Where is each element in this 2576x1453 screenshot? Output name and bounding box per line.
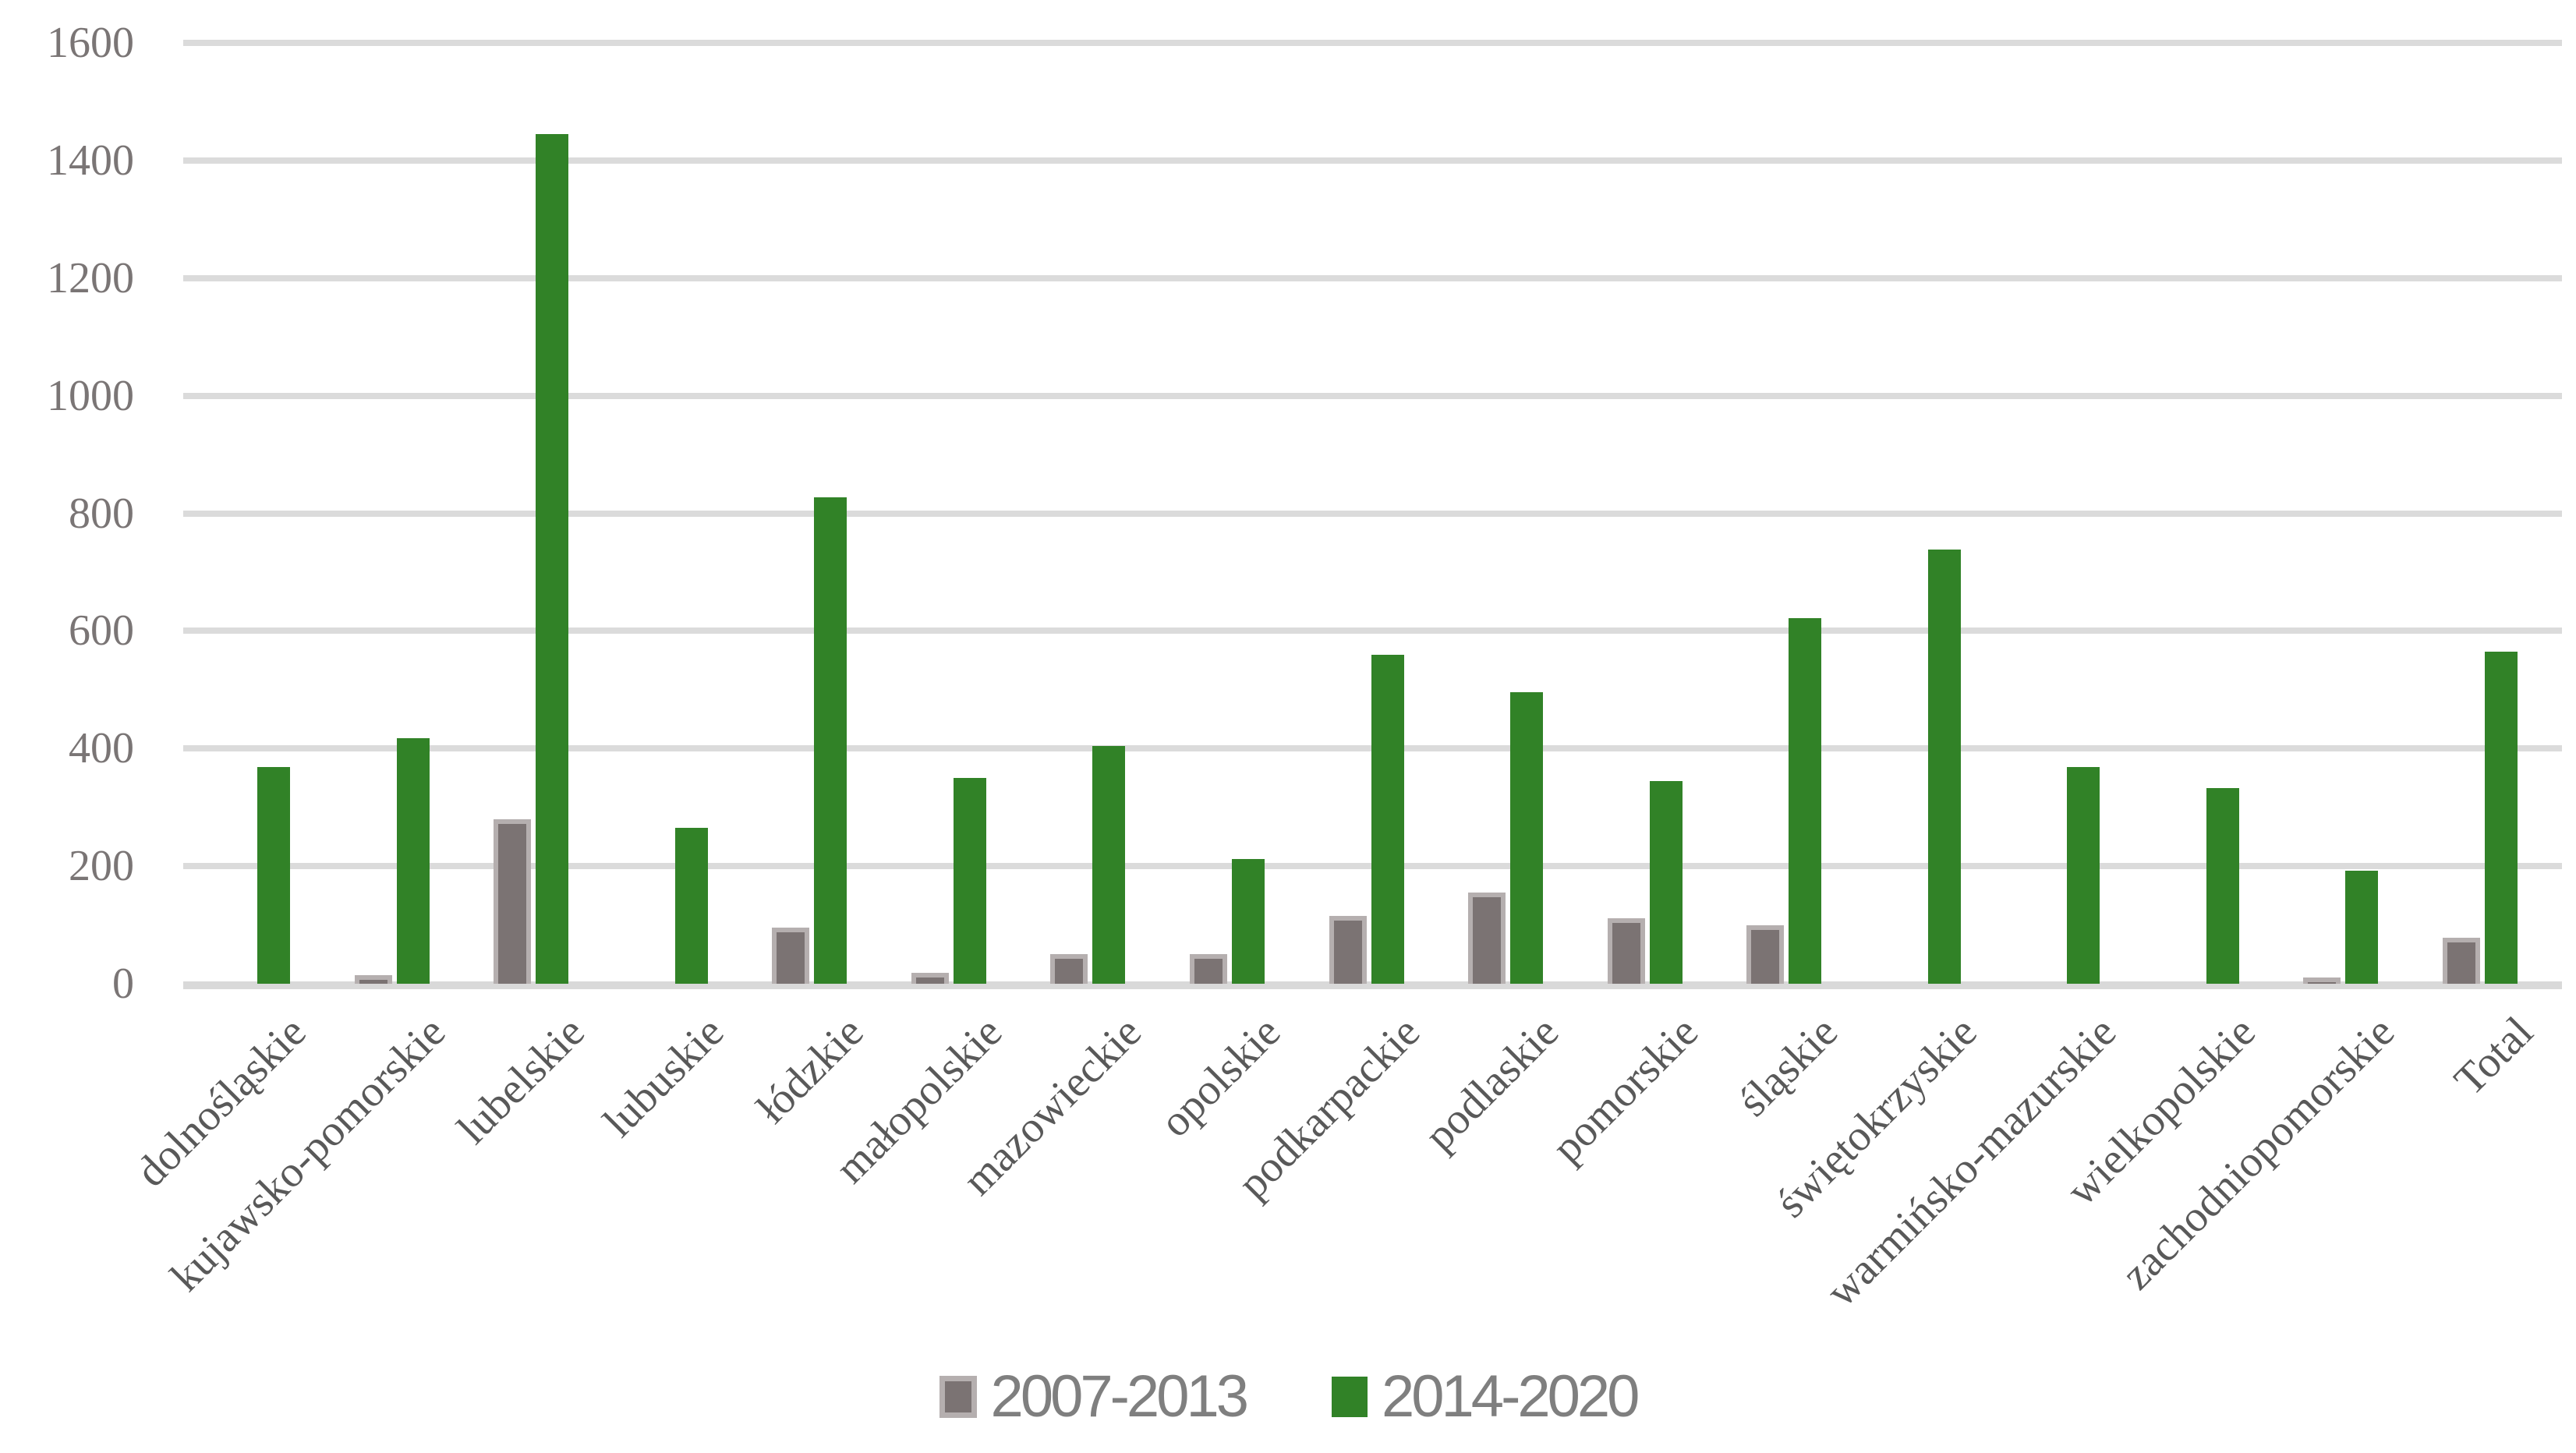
bar-2014-2020-wielkopolskie xyxy=(2206,787,2239,984)
legend-label-2007-2013: 2007-2013 xyxy=(990,1363,1249,1430)
x-category-label-lubuskie: lubuskie xyxy=(594,1007,734,1147)
bar-2014-2020-mazowieckie xyxy=(1092,745,1126,984)
gridline-1200 xyxy=(183,274,2562,281)
gridline-600 xyxy=(183,628,2562,635)
gridline-1600 xyxy=(183,40,2562,47)
bar-2014-2020-świętokrzyskie xyxy=(1927,550,1961,984)
x-category-label-śląskie: śląskie xyxy=(1729,1007,1847,1126)
bar-2014-2020-dolnośląskie xyxy=(257,767,291,984)
y-axis-tick-label-400: 400 xyxy=(69,724,134,773)
bar-2007-2013-pomorskie xyxy=(1607,917,1645,984)
chart-legend: 2007-2013 2014-2020 xyxy=(0,1366,2576,1428)
bar-2007-2013-małopolskie xyxy=(911,973,949,984)
bar-2007-2013-zachodniopomorskie xyxy=(2303,978,2341,984)
y-axis-tick-label-1200: 1200 xyxy=(47,253,134,302)
x-category-label-zachodniopomorskie: zachodniopomorskie xyxy=(2112,1007,2404,1299)
bar-2014-2020-małopolskie xyxy=(953,778,986,984)
y-axis-tick-label-1600: 1600 xyxy=(47,19,134,68)
bar-2014-2020-łódzkie xyxy=(814,497,847,984)
x-category-label-kujawsko-pomorskie: kujawsko-pomorskie xyxy=(161,1007,455,1301)
bar-2014-2020-lubelskie xyxy=(536,134,569,984)
bar-2007-2013-mazowieckie xyxy=(1050,954,1088,984)
bar-2014-2020-śląskie xyxy=(1789,617,1822,984)
legend-item-2014-2020: 2014-2020 xyxy=(1332,1363,1640,1430)
bar-2007-2013-podkarpackie xyxy=(1329,916,1367,984)
legend-item-2007-2013: 2007-2013 xyxy=(939,1363,1249,1430)
x-category-label-pomorskie: pomorskie xyxy=(1543,1007,1708,1172)
bar-2007-2013-opolskie xyxy=(1189,954,1227,984)
gridline-1400 xyxy=(183,157,2562,164)
y-axis-tick-label-0: 0 xyxy=(112,960,134,1008)
bar-2014-2020-opolskie xyxy=(1231,859,1265,984)
x-category-label-opolskie: opolskie xyxy=(1151,1007,1290,1147)
bar-2014-2020-pomorskie xyxy=(1649,780,1683,984)
bar-2014-2020-kujawsko-pomorskie xyxy=(396,737,430,984)
bar-2007-2013-kujawsko-pomorskie xyxy=(354,974,392,984)
gridline-1000 xyxy=(183,392,2562,399)
bar-2007-2013-śląskie xyxy=(1746,924,1785,984)
x-category-label-łódzkie: łódzkie xyxy=(747,1007,872,1133)
x-category-label-Total: Total xyxy=(2445,1007,2543,1105)
y-axis-tick-label-1000: 1000 xyxy=(47,371,134,420)
y-axis-tick-label-800: 800 xyxy=(69,489,134,538)
legend-swatch-2007-2013-icon xyxy=(939,1376,977,1418)
bar-2014-2020-Total xyxy=(2484,651,2518,984)
gridline-800 xyxy=(183,510,2562,517)
y-axis-tick-label-600: 600 xyxy=(69,606,134,656)
bar-2007-2013-lubelskie xyxy=(494,818,532,984)
bar-2014-2020-zachodniopomorskie xyxy=(2345,871,2379,984)
x-category-label-lubelskie: lubelskie xyxy=(448,1007,594,1154)
legend-label-2014-2020: 2014-2020 xyxy=(1382,1363,1640,1430)
bar-2007-2013-łódzkie xyxy=(772,928,810,984)
y-axis-tick-label-1400: 1400 xyxy=(47,136,134,186)
bar-2007-2013-podlaskie xyxy=(1468,893,1506,984)
y-axis-tick-label-200: 200 xyxy=(69,842,134,891)
bar-2014-2020-lubuskie xyxy=(674,828,708,984)
legend-swatch-2014-2020-icon xyxy=(1332,1377,1368,1417)
bar-2014-2020-podlaskie xyxy=(1510,691,1544,984)
bar-2014-2020-podkarpackie xyxy=(1371,654,1404,984)
x-axis-baseline xyxy=(183,981,2562,989)
bar-2007-2013-Total xyxy=(2442,938,2480,984)
bar-2014-2020-warmińsko-mazurskie xyxy=(2067,767,2100,984)
